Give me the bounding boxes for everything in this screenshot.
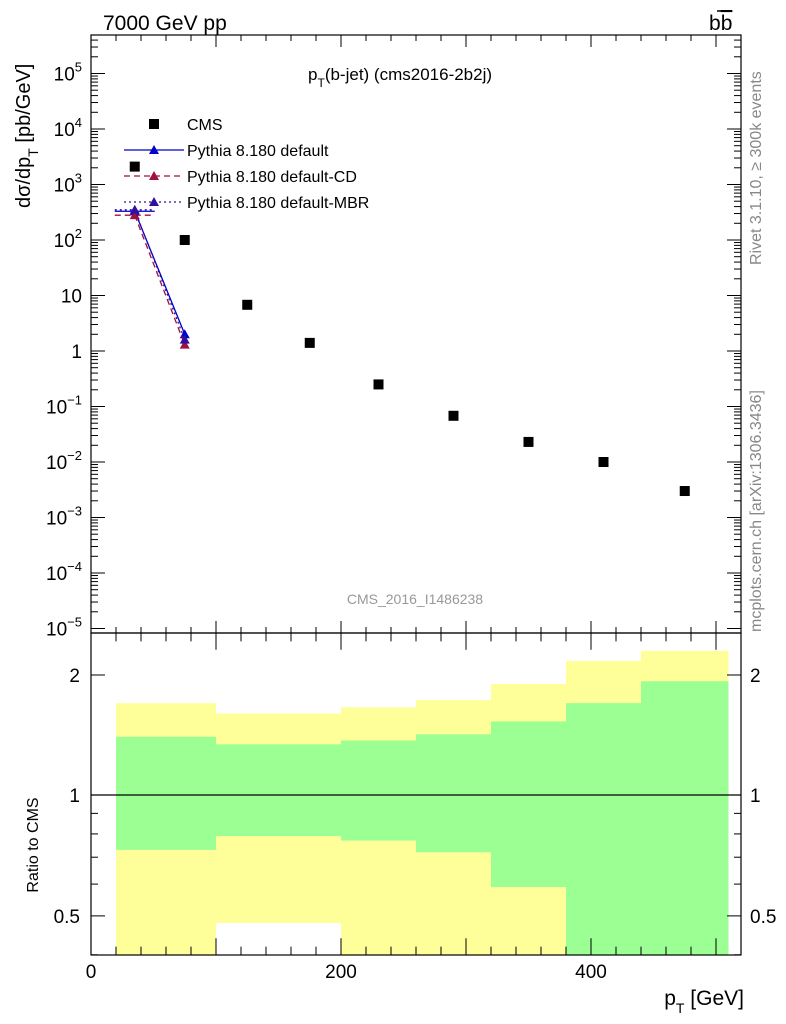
cms-data-point — [304, 337, 315, 348]
pythia-series-point — [179, 339, 190, 349]
y-tick-label: 10 — [61, 287, 82, 308]
pythia-series-line — [134, 214, 186, 345]
y-tick-label: 10−1 — [46, 393, 82, 419]
ratio-y-tick-label: 2 — [69, 666, 80, 687]
y-tick-label: 103 — [54, 171, 82, 197]
watermark: CMS_2016_I1486238 — [347, 591, 483, 607]
legend-marker-cms — [149, 119, 159, 129]
ratio-band-inner — [341, 740, 416, 841]
pythia-series-point — [179, 329, 190, 339]
ratio-band-inner — [491, 721, 566, 888]
y-tick-label: 104 — [54, 115, 82, 141]
ratio-y-tick-label-right: 2 — [750, 666, 761, 687]
x-tick-label: 0 — [86, 962, 97, 983]
main-marks — [114, 161, 690, 497]
cms-data-point — [179, 235, 190, 245]
main-ticks — [90, 35, 742, 633]
header-process: bb — [709, 12, 732, 35]
cms-data-point — [523, 436, 534, 447]
y-tick-label: 105 — [54, 60, 82, 86]
legend-entry: Pythia 8.180 default-CD — [187, 169, 357, 186]
cms-data-point — [598, 457, 609, 467]
main-title: pT(b-jet) (cms2016-2b2j) — [308, 65, 492, 90]
legend-marker — [149, 171, 159, 180]
ratio-y-tick-label: 1 — [69, 786, 80, 807]
y-tick-label: 10−4 — [46, 559, 82, 585]
cms-data-point — [448, 410, 459, 421]
cms-data-point — [679, 486, 690, 497]
y-tick-label: 10−2 — [46, 448, 82, 474]
ratio-band-inner — [416, 734, 491, 853]
ratio-panel: 0.5 0.5 1 1 2 2 0 200 400 Ratio to CMS pT [GeV] — [25, 632, 777, 1016]
x-tick-label: 400 — [575, 962, 607, 983]
y-tick-label: 1 — [71, 342, 82, 363]
cms-data-point — [373, 379, 384, 390]
x-tick-label: 200 — [325, 962, 357, 983]
legend-marker — [149, 197, 159, 206]
ratio-ticks — [90, 633, 742, 956]
ratio-band-inner — [641, 681, 729, 955]
ratio-y-axis-label: Ratio to CMS — [25, 797, 42, 892]
main-y-axis-label: dσ/dpT [pb/GeV] — [13, 64, 41, 208]
ratio-band-inner — [116, 736, 216, 850]
legend: CMS Pythia 8.180 default Pythia 8.180 defa… — [124, 117, 369, 212]
x-axis-label: pT [GeV] — [664, 987, 744, 1016]
pythia-series-point — [179, 334, 190, 344]
legend-entry: CMS — [187, 117, 223, 134]
legend-entry: Pythia 8.180 default — [187, 143, 329, 160]
ratio-y-tick-label-right: 0.5 — [750, 907, 776, 928]
legend-marker — [149, 145, 159, 154]
ratio-bands — [116, 650, 729, 955]
legend-entry: Pythia 8.180 default-MBR — [187, 195, 369, 212]
cms-data-point — [129, 161, 140, 172]
ratio-band-inner — [566, 703, 641, 955]
ratio-y-tick-label-right: 1 — [750, 786, 761, 807]
y-tick-label: 10−3 — [46, 504, 82, 530]
ratio-band-inner — [216, 744, 341, 837]
y-tick-label: 10−5 — [46, 615, 82, 641]
header-energy: 7000 GeV pp — [103, 12, 227, 35]
y-tick-label: 102 — [54, 226, 82, 252]
pythia-series-line — [134, 210, 186, 335]
cms-data-point — [242, 299, 253, 310]
ratio-y-tick-labels: 0.5 0.5 1 1 2 2 — [54, 666, 777, 928]
pythia-series-line — [134, 209, 186, 340]
rivet-label: Rivet 3.1.10, ≥ 300k events — [748, 71, 765, 265]
mcplots-label: mcplots.cern.ch [arXiv:1306.3436] — [748, 390, 765, 632]
x-tick-labels: 0 200 400 — [86, 962, 607, 983]
ratio-y-tick-label: 0.5 — [54, 907, 80, 928]
